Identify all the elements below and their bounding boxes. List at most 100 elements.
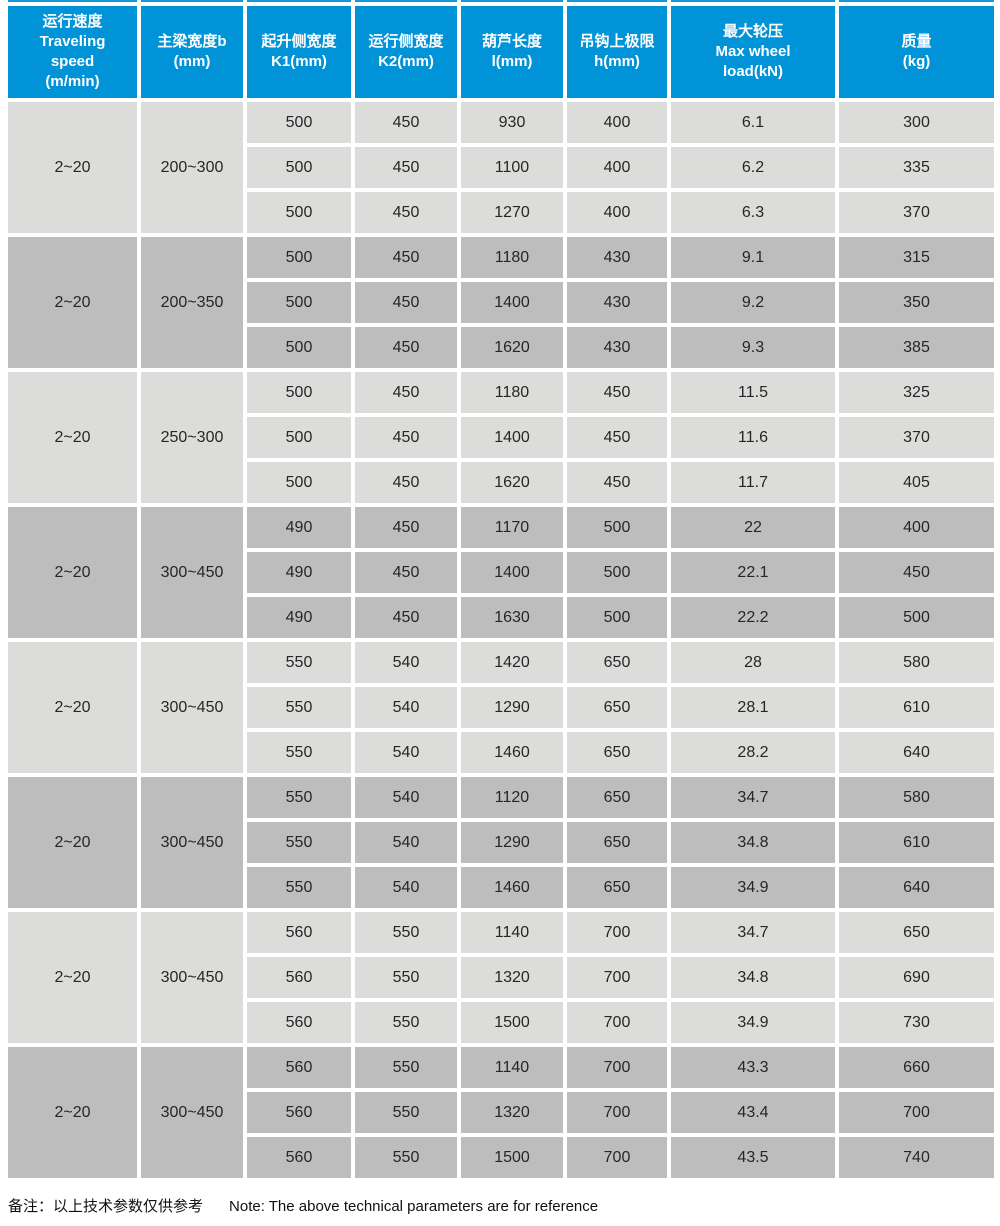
table-cell: 34.7 xyxy=(671,912,835,953)
table-group: 2~20 250~300 500 450 1180 450 11.5 325 500 450 140… xyxy=(8,372,1000,503)
traveling-speed-cell: 2~20 xyxy=(8,777,137,908)
table-cell: 22.1 xyxy=(671,552,835,593)
table-cell: 450 xyxy=(355,147,457,188)
table-cell: 550 xyxy=(355,957,457,998)
table-cell: 540 xyxy=(355,732,457,773)
table-cell: 400 xyxy=(567,192,667,233)
beam-width-cell: 300~450 xyxy=(141,642,243,773)
table-cell: 560 xyxy=(247,1002,351,1043)
table-cell: 490 xyxy=(247,552,351,593)
table-cell: 700 xyxy=(567,1047,667,1088)
header-cell-k1: 起升侧宽度 K1(mm) xyxy=(247,6,351,98)
header-cell-hoist-length: 葫芦长度 l(mm) xyxy=(461,6,563,98)
beam-width-cell: 200~300 xyxy=(141,102,243,233)
table-cell: 500 xyxy=(247,372,351,413)
beam-width-cell: 300~450 xyxy=(141,777,243,908)
table-cell: 700 xyxy=(567,1002,667,1043)
table-cell: 550 xyxy=(355,1002,457,1043)
table-cell: 450 xyxy=(355,192,457,233)
table-cell: 315 xyxy=(839,237,994,278)
table-cell: 1620 xyxy=(461,462,563,503)
table-header-row: 运行速度 Traveling speed (m/min) 主梁宽度b (mm) … xyxy=(8,6,1000,98)
table-cell: 650 xyxy=(567,777,667,818)
table-cell: 1420 xyxy=(461,642,563,683)
table-cell: 490 xyxy=(247,507,351,548)
table-cell: 730 xyxy=(839,1002,994,1043)
table-cell: 690 xyxy=(839,957,994,998)
footer-note-zh: 备注：以上技术参数仅供参考 xyxy=(8,1198,204,1215)
table-cell: 385 xyxy=(839,327,994,368)
table-cell: 450 xyxy=(567,372,667,413)
table-cell: 1500 xyxy=(461,1137,563,1178)
table-cell: 34.7 xyxy=(671,777,835,818)
table-cell: 450 xyxy=(355,597,457,638)
table-cell: 1320 xyxy=(461,1092,563,1133)
traveling-speed-cell: 2~20 xyxy=(8,912,137,1043)
top-strip-segment xyxy=(671,0,835,2)
footer-note: 备注：以上技术参数仅供参考 Note: The above technical … xyxy=(8,1195,1000,1216)
table-cell: 1630 xyxy=(461,597,563,638)
table-cell: 1170 xyxy=(461,507,563,548)
table-cell: 640 xyxy=(839,732,994,773)
table-cell: 500 xyxy=(567,552,667,593)
table-cell: 740 xyxy=(839,1137,994,1178)
table-cell: 6.1 xyxy=(671,102,835,143)
beam-width-cell: 300~450 xyxy=(141,912,243,1043)
table-cell: 1140 xyxy=(461,1047,563,1088)
table-cell: 540 xyxy=(355,687,457,728)
table-cell: 610 xyxy=(839,822,994,863)
header-cell-mass: 质量 (kg) xyxy=(839,6,994,98)
table-group: 2~20 300~450 550 540 1420 650 28 580 550 540 1290 6… xyxy=(8,642,1000,773)
table-cell: 700 xyxy=(567,1137,667,1178)
table-cell: 400 xyxy=(567,147,667,188)
table-cell: 550 xyxy=(247,732,351,773)
spec-table: 运行速度 Traveling speed (m/min) 主梁宽度b (mm) … xyxy=(8,0,1000,1178)
table-cell: 930 xyxy=(461,102,563,143)
table-cell: 640 xyxy=(839,867,994,908)
beam-width-cell: 250~300 xyxy=(141,372,243,503)
table-cell: 700 xyxy=(839,1092,994,1133)
table-cell: 28.1 xyxy=(671,687,835,728)
table-cell: 500 xyxy=(247,192,351,233)
table-cell: 1620 xyxy=(461,327,563,368)
table-cell: 560 xyxy=(247,957,351,998)
table-cell: 650 xyxy=(567,732,667,773)
table-body: 2~20 200~300 500 450 930 400 6.1 300 500 450 1100 4… xyxy=(8,102,1000,1178)
table-cell: 430 xyxy=(567,237,667,278)
table-group: 2~20 300~450 560 550 1140 700 34.7 650 560 550 132… xyxy=(8,912,1000,1043)
table-cell: 34.8 xyxy=(671,957,835,998)
table-cell: 550 xyxy=(355,1047,457,1088)
table-cell: 500 xyxy=(247,102,351,143)
traveling-speed-cell: 2~20 xyxy=(8,1047,137,1178)
header-cell-traveling-speed: 运行速度 Traveling speed (m/min) xyxy=(8,6,137,98)
table-cell: 11.7 xyxy=(671,462,835,503)
traveling-speed-cell: 2~20 xyxy=(8,237,137,368)
table-cell: 560 xyxy=(247,912,351,953)
table-cell: 550 xyxy=(247,777,351,818)
table-cell: 560 xyxy=(247,1047,351,1088)
table-cell: 6.3 xyxy=(671,192,835,233)
traveling-speed-cell: 2~20 xyxy=(8,507,137,638)
table-cell: 500 xyxy=(247,327,351,368)
table-cell: 1100 xyxy=(461,147,563,188)
table-cell: 28.2 xyxy=(671,732,835,773)
table-cell: 1320 xyxy=(461,957,563,998)
table-cell: 500 xyxy=(247,462,351,503)
table-cell: 450 xyxy=(355,282,457,323)
table-cell: 1290 xyxy=(461,687,563,728)
table-cell: 540 xyxy=(355,642,457,683)
table-cell: 430 xyxy=(567,282,667,323)
table-cell: 560 xyxy=(247,1137,351,1178)
table-cell: 11.6 xyxy=(671,417,835,458)
table-cell: 400 xyxy=(567,102,667,143)
table-cell: 500 xyxy=(567,507,667,548)
table-cell: 1460 xyxy=(461,732,563,773)
table-cell: 450 xyxy=(355,507,457,548)
top-strip-segment xyxy=(141,0,243,2)
table-cell: 34.9 xyxy=(671,1002,835,1043)
table-cell: 43.3 xyxy=(671,1047,835,1088)
top-strip-segment xyxy=(461,0,563,2)
table-cell: 450 xyxy=(355,462,457,503)
beam-width-cell: 200~350 xyxy=(141,237,243,368)
header-cell-hook-upper-limit: 吊钩上极限 h(mm) xyxy=(567,6,667,98)
